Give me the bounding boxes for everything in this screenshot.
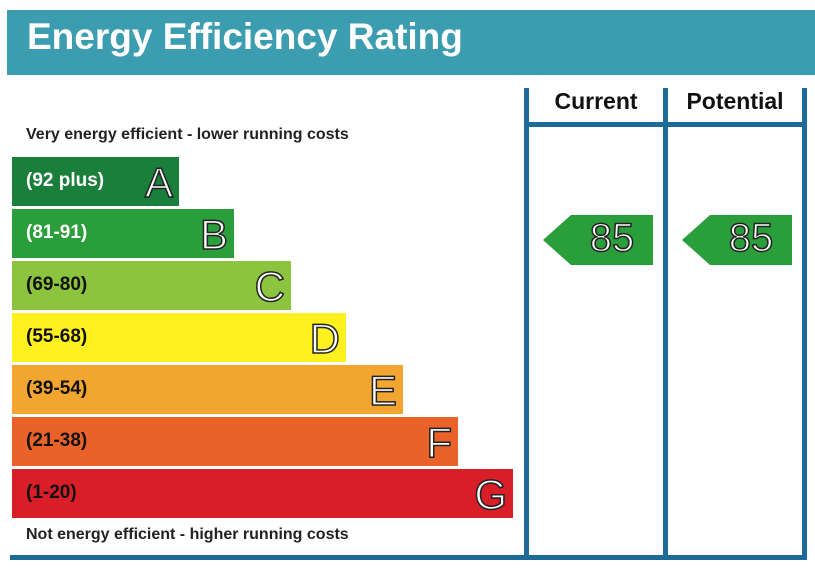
- chart-title: Energy Efficiency Rating: [27, 16, 463, 57]
- band-letter: F: [426, 418, 453, 467]
- band-letter: D: [309, 314, 341, 363]
- band-e: (39-54) E: [12, 365, 403, 415]
- band-a: (92 plus) A: [12, 157, 179, 207]
- header-divider: [524, 122, 807, 127]
- table-frame-mid: [663, 88, 668, 560]
- band-range: (55-68): [26, 326, 88, 347]
- band-letter: A: [144, 158, 174, 207]
- band-range: (1-20): [26, 482, 77, 503]
- band-g: (1-20) G: [12, 469, 513, 519]
- potential-rating-value: 85: [728, 215, 774, 261]
- band-range: (39-54): [26, 378, 88, 399]
- current-arrow-shape: [543, 215, 653, 265]
- bottom-line: [10, 555, 807, 560]
- top-note: Very energy efficient - lower running co…: [26, 126, 349, 143]
- bottom-note: Not energy efficient - higher running co…: [26, 526, 349, 543]
- table-frame-right: [802, 88, 807, 560]
- title-bar: [7, 10, 815, 75]
- column-header-current: Current: [554, 88, 638, 114]
- band-letter: B: [199, 210, 229, 259]
- band-d: (55-68) D: [12, 313, 346, 363]
- band-c: (69-80) C: [12, 261, 291, 311]
- band-f: (21-38) F: [12, 417, 458, 467]
- band-range: (69-80): [26, 274, 88, 295]
- band-range: (21-38): [26, 430, 88, 451]
- band-letter: G: [474, 470, 508, 519]
- column-header-potential: Potential: [686, 88, 784, 114]
- band-range: (81-91): [26, 222, 88, 243]
- potential-arrow-shape: [682, 215, 792, 265]
- current-rating-arrow: 85: [543, 215, 653, 265]
- current-rating-value: 85: [589, 215, 635, 261]
- potential-rating-arrow: 85: [682, 215, 792, 265]
- table-frame-left: [524, 88, 529, 560]
- band-letter: E: [368, 366, 398, 415]
- band-b: (81-91) B: [12, 209, 234, 259]
- band-range: (92 plus): [26, 170, 105, 191]
- band-letter: C: [254, 262, 286, 311]
